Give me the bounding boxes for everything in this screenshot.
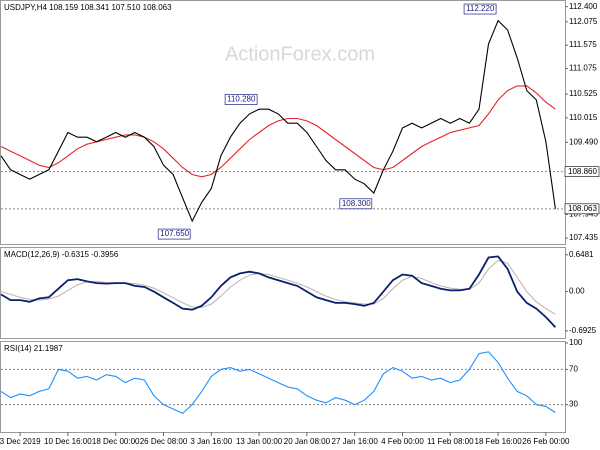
y-tick-label: 0.00 [569, 287, 585, 296]
panel-title: RSI(14) 21.1987 [4, 344, 63, 353]
annotation: 107.650 [160, 229, 189, 238]
level-label-box [564, 166, 600, 177]
y-tick-label: 112.075 [569, 17, 598, 26]
y-tick-label: 110.015 [569, 113, 598, 122]
level-label: 108.063 [568, 204, 597, 213]
main-panel [0, 0, 566, 245]
y-tick-label: 112.400 [569, 2, 598, 11]
annotation: 112.220 [466, 4, 495, 13]
rsi-panel [0, 341, 566, 433]
watermark: ActionForex.com [225, 43, 375, 65]
x-tick-label: 18 Dec 00:00 [92, 437, 140, 446]
panel-title: USDJPY,H4 108.159 108.341 107.510 108.06… [4, 3, 172, 12]
annotation-box [224, 94, 258, 105]
y-tick-label: 109.490 [569, 137, 598, 146]
x-tick-label: 3 Jan 16:00 [190, 437, 232, 446]
x-tick-label: 26 Feb 00:00 [522, 437, 570, 446]
y-tick-label: 107.435 [569, 233, 598, 242]
annotation: 108.300 [342, 199, 371, 208]
x-tick-label: 13 Jan 00:00 [236, 437, 283, 446]
y-tick-label: 110.525 [569, 89, 598, 98]
y-tick-label: 70 [569, 365, 578, 374]
annotation-box [463, 3, 497, 15]
level-label: 108.860 [568, 167, 597, 176]
y-tick-label: -0.6925 [569, 326, 597, 335]
y-tick-label: 30 [569, 400, 578, 409]
x-tick-label: 26 Dec 08:00 [140, 437, 188, 446]
series-line [0, 255, 557, 328]
x-tick-label: 20 Jan 08:00 [284, 437, 331, 446]
y-tick-label: 100 [569, 338, 583, 347]
series-line [0, 351, 556, 415]
macd-panel [0, 247, 566, 339]
annotation-box [339, 198, 373, 210]
x-tick-label: 10 Dec 16:00 [44, 437, 92, 446]
x-tick-label: 18 Feb 16:00 [475, 437, 523, 446]
series-line [0, 19, 556, 223]
x-tick-label: 4 Feb 00:00 [381, 437, 424, 446]
annotation: 110.280 [227, 95, 256, 104]
y-tick-label: 111.075 [569, 64, 597, 73]
series-line [0, 85, 556, 178]
y-tick-label: 111.575 [569, 40, 597, 49]
x-tick-label: 11 Feb 08:00 [427, 437, 474, 446]
panel-title: MACD(12,26,9) -0.6315 -0.3956 [4, 250, 119, 259]
series-line [0, 259, 556, 315]
x-tick-label: 3 Dec 2019 [0, 437, 41, 446]
x-tick-label: 27 Jan 16:00 [332, 437, 379, 446]
annotation-box [157, 228, 191, 240]
level-label-box [564, 203, 600, 215]
y-tick-label: 0.6481 [569, 250, 594, 259]
